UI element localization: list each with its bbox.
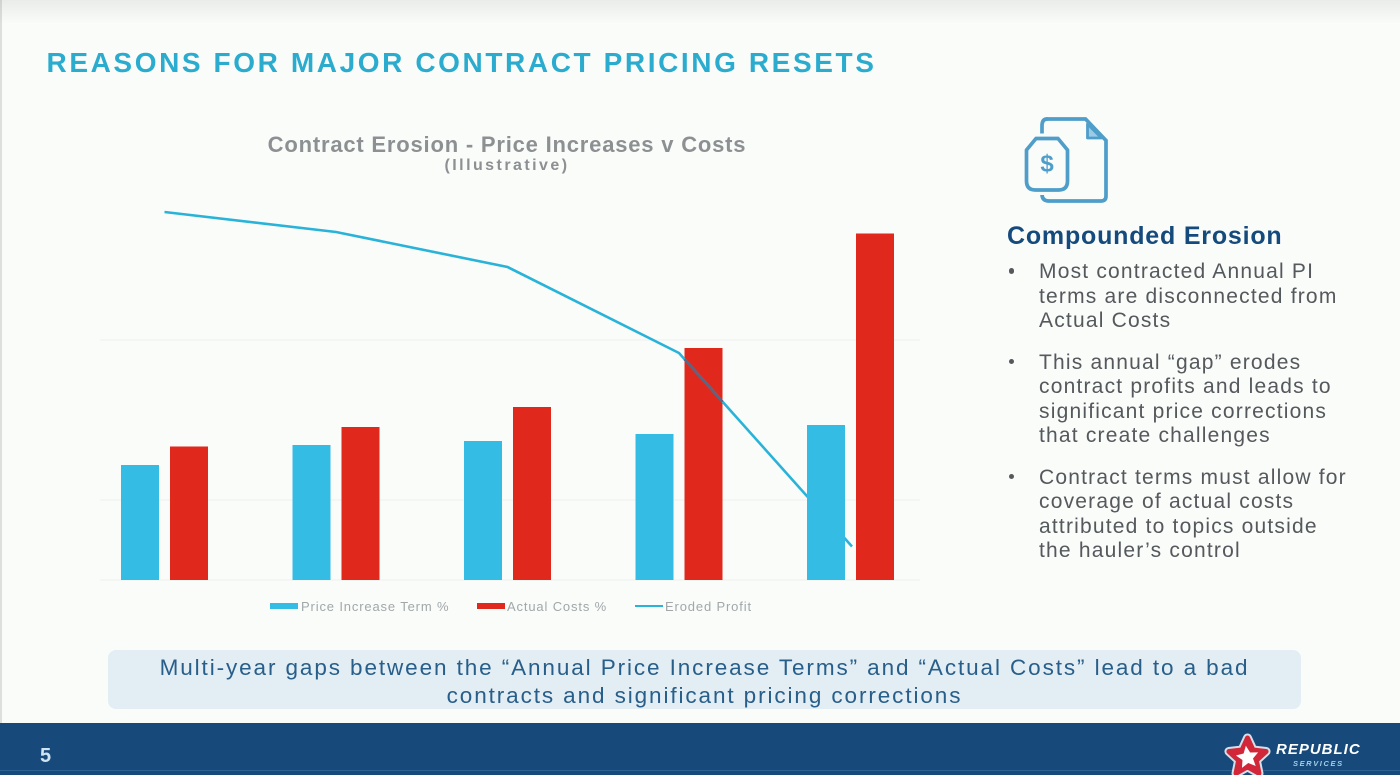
svg-text:$: $: [1040, 151, 1054, 178]
